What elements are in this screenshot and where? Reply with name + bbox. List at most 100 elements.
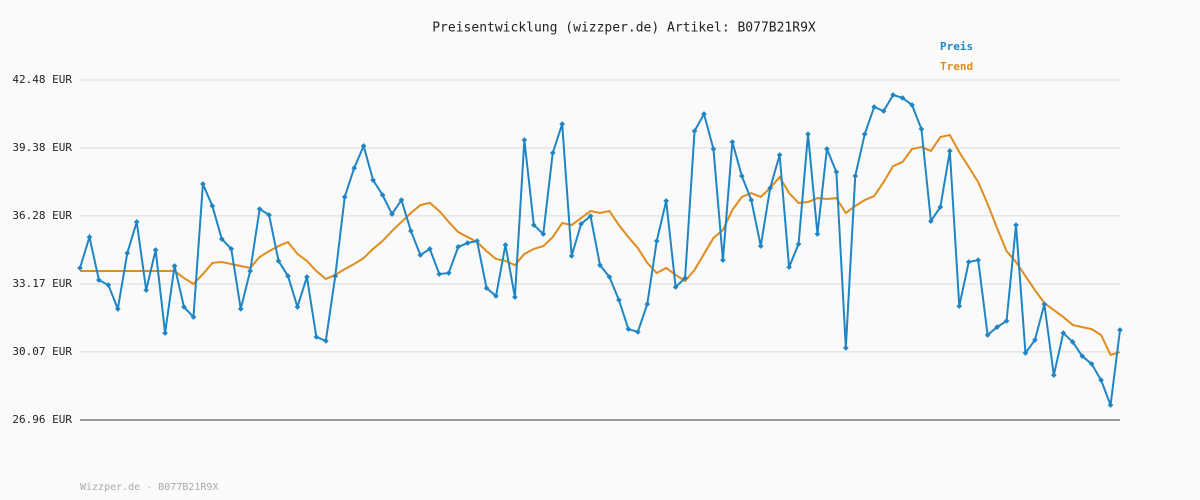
data-point xyxy=(861,131,868,137)
data-point xyxy=(304,274,310,280)
data-point xyxy=(426,246,433,252)
data-point xyxy=(143,287,150,293)
data-point xyxy=(464,240,471,246)
data-point xyxy=(1060,330,1067,336)
data-point xyxy=(1050,372,1057,378)
data-point xyxy=(1117,327,1123,333)
data-point xyxy=(606,274,613,280)
data-point xyxy=(663,198,670,204)
data-point xyxy=(417,252,424,258)
data-point xyxy=(1003,318,1010,324)
data-point xyxy=(124,250,131,256)
data-point xyxy=(984,332,991,338)
data-point xyxy=(218,236,225,242)
data-point xyxy=(738,173,745,179)
data-point xyxy=(767,185,774,191)
data-point xyxy=(956,303,963,309)
data-point xyxy=(171,263,178,269)
data-point xyxy=(483,285,490,291)
data-point xyxy=(824,146,830,152)
data-point xyxy=(720,257,726,263)
data-point xyxy=(578,221,584,227)
data-point xyxy=(105,282,112,288)
data-point xyxy=(209,203,216,209)
data-point xyxy=(994,324,1000,330)
data-point xyxy=(200,181,206,187)
data-point xyxy=(256,206,263,212)
data-point xyxy=(890,92,896,98)
data-point xyxy=(748,197,755,203)
data-point xyxy=(152,247,159,253)
legend-entry: Preis xyxy=(940,40,973,53)
data-point xyxy=(332,273,339,279)
data-point xyxy=(880,108,887,114)
data-point xyxy=(1088,361,1095,367)
y-tick-label: 42.48 EUR xyxy=(12,73,72,86)
data-point xyxy=(634,329,641,335)
data-point xyxy=(530,222,537,228)
data-point xyxy=(521,137,528,143)
data-point xyxy=(710,146,717,152)
data-point xyxy=(776,152,783,158)
data-point xyxy=(757,243,764,249)
data-point xyxy=(162,330,168,336)
data-point xyxy=(455,244,462,250)
data-point xyxy=(1013,222,1019,228)
data-point xyxy=(445,270,452,276)
data-point xyxy=(237,306,244,312)
data-point xyxy=(493,293,499,299)
data-point xyxy=(436,271,443,277)
data-point xyxy=(408,228,414,234)
data-point xyxy=(313,334,320,340)
data-point xyxy=(691,128,698,134)
data-point xyxy=(899,95,906,101)
data-point xyxy=(805,131,811,137)
data-point xyxy=(370,177,376,183)
data-point xyxy=(398,197,405,203)
data-point xyxy=(625,326,632,332)
data-point xyxy=(1107,402,1114,408)
data-point xyxy=(795,241,802,247)
data-point xyxy=(729,139,736,145)
data-point xyxy=(842,345,849,351)
data-point xyxy=(975,257,982,263)
data-point xyxy=(559,121,566,127)
data-point xyxy=(928,218,934,224)
data-point xyxy=(190,314,197,320)
data-point xyxy=(965,259,972,265)
data-point xyxy=(351,165,358,171)
data-point xyxy=(937,204,944,210)
data-point xyxy=(833,169,840,175)
series-line xyxy=(80,133,1121,357)
data-point xyxy=(133,219,140,225)
data-point xyxy=(587,213,594,219)
data-point xyxy=(360,143,367,149)
data-point xyxy=(644,301,651,307)
y-tick-label: 33.17 EUR xyxy=(12,277,72,290)
data-point xyxy=(86,234,93,240)
data-point xyxy=(275,258,282,264)
data-point xyxy=(540,231,547,237)
data-point xyxy=(616,297,622,303)
data-point xyxy=(285,273,291,279)
data-point xyxy=(597,262,603,268)
data-point xyxy=(701,111,707,117)
data-point xyxy=(77,265,83,271)
data-point xyxy=(114,306,121,312)
data-point xyxy=(909,102,915,108)
data-point xyxy=(568,253,575,259)
data-point xyxy=(672,284,679,290)
y-tick-label: 26.96 EUR xyxy=(12,413,72,426)
data-point xyxy=(294,304,301,310)
data-point xyxy=(502,242,509,248)
data-point xyxy=(814,231,821,237)
data-point xyxy=(379,192,386,198)
data-point xyxy=(322,338,329,344)
y-tick-label: 39.38 EUR xyxy=(12,141,72,154)
data-point xyxy=(266,212,272,218)
data-point xyxy=(549,150,556,156)
legend-entry: Trend xyxy=(940,60,973,73)
footer: Wizzper.de - B077B21R9X xyxy=(80,482,218,493)
data-point xyxy=(1069,339,1076,345)
